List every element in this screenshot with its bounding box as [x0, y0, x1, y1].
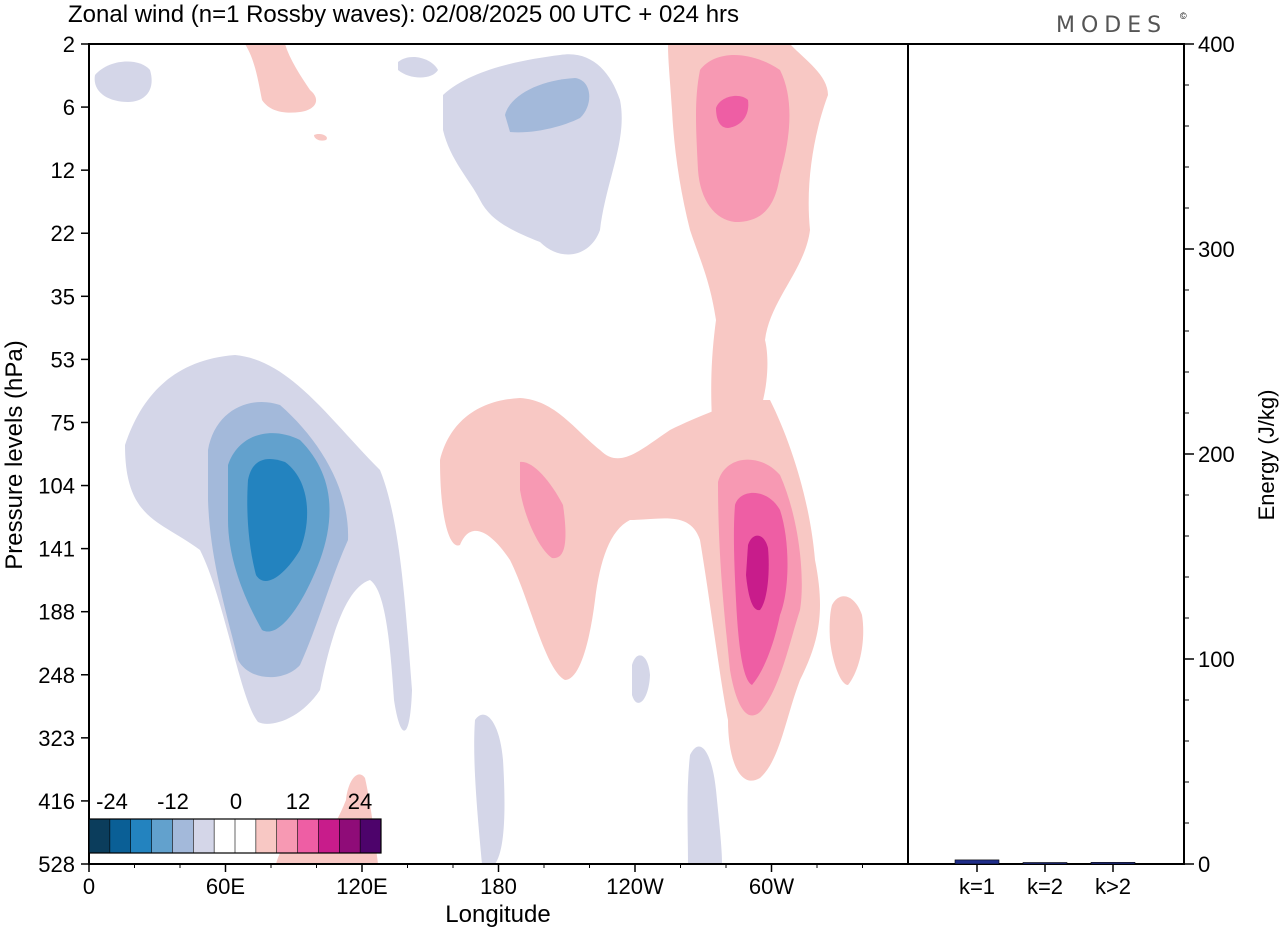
x-axis: 0 60E 120E 180 120W 60W: [83, 864, 863, 899]
y-tick-label: 323: [38, 726, 75, 751]
contour-positive-lower-core: [746, 535, 769, 611]
colorbar-swatch: [255, 819, 278, 853]
energy-bar: [1090, 862, 1136, 865]
colorbar-swatch: [109, 819, 132, 853]
y-tick-label: 6: [63, 95, 75, 120]
y-tick-label: 104: [38, 474, 75, 499]
colorbar: -24 -12 0 12 24: [88, 789, 382, 854]
colorbar-label: 12: [286, 789, 310, 814]
contour-negative-blob-3: [632, 655, 650, 703]
brand-mark: ©: [1180, 11, 1187, 21]
energy-bar: [1022, 862, 1068, 865]
x-axis-label: Longitude: [445, 901, 550, 928]
energy-axis: 0 100 200 300 400: [1184, 32, 1235, 877]
y-axis: 2 6 12 22 35 53 75 104 141 188 248 323 416 528: [38, 32, 89, 877]
y-tick-label: 528: [38, 852, 75, 877]
colorbar-swatch: [89, 819, 111, 853]
y-tick-label: 248: [38, 663, 75, 688]
x-tick-label: 120E: [336, 874, 387, 899]
energy-category-label: k=1: [959, 874, 995, 899]
x-tick-label: 60E: [206, 874, 245, 899]
energy-category-label: k>2: [1095, 874, 1131, 899]
energy-tick-label: 0: [1198, 852, 1210, 877]
contour-negative-blob-2: [398, 56, 438, 78]
y-tick-label: 53: [51, 347, 75, 372]
contour-positive-blob-1: [245, 44, 317, 113]
contour-negative-blob-4: [474, 714, 505, 864]
energy-bar: [954, 859, 1000, 865]
contour-positive-blob-3: [829, 596, 864, 685]
colorbar-label: -12: [157, 789, 189, 814]
energy-axis-label: Energy (J/kg): [1254, 390, 1279, 521]
y-tick-label: 22: [51, 221, 75, 246]
contour-positive-lower-1: [520, 461, 566, 559]
energy-plot-area: k=1 k=2 k>2: [907, 43, 1185, 899]
colorbar-swatch: [360, 819, 382, 853]
colorbar-swatch: [172, 819, 194, 853]
x-tick-label: 0: [83, 874, 95, 899]
y-tick-label: 188: [38, 600, 75, 625]
contour-fills: [94, 44, 864, 864]
y-axis-label: Pressure levels (hPa): [1, 340, 28, 569]
colorbar-swatch: [318, 819, 340, 853]
x-tick-label: 180: [480, 874, 517, 899]
contour-negative-upper-core: [505, 78, 590, 133]
colorbar-swatch: [151, 819, 173, 853]
chart-title: Zonal wind (n=1 Rossby waves): 02/08/202…: [68, 1, 739, 28]
x-tick-label: 60W: [749, 874, 794, 899]
energy-frame: [907, 43, 1185, 865]
y-tick-label: 35: [51, 284, 75, 309]
contour-positive-upper-core: [716, 95, 749, 128]
colorbar-label: 0: [230, 789, 242, 814]
colorbar-swatch: [214, 819, 236, 853]
y-tick-label: 12: [51, 158, 75, 183]
colorbar-swatch: [339, 819, 361, 853]
x-tick-label: 120W: [606, 874, 664, 899]
energy-tick-label: 300: [1198, 237, 1235, 262]
colorbar-swatch: [235, 819, 257, 853]
colorbar-label: -24: [96, 789, 128, 814]
contour-positive-blob-2: [314, 133, 327, 141]
energy-tick-label: 400: [1198, 32, 1235, 57]
contour-negative-lower-core: [247, 459, 308, 581]
brand-logo: MODES: [1056, 13, 1167, 38]
contour-negative-blob-1: [94, 61, 152, 102]
heatmap-plot-area: -24 -12 0 12 24: [88, 43, 909, 865]
y-tick-label: 141: [38, 537, 75, 562]
y-tick-label: 75: [51, 410, 75, 435]
colorbar-swatch: [297, 819, 319, 853]
contour-negative-blob-5: [687, 746, 722, 864]
energy-category-label: k=2: [1027, 874, 1063, 899]
energy-tick-label: 100: [1198, 647, 1235, 672]
contour-positive-upper-1: [696, 55, 790, 222]
colorbar-swatch: [193, 819, 215, 853]
y-tick-label: 416: [38, 789, 75, 814]
energy-tick-label: 200: [1198, 442, 1235, 467]
y-tick-label: 2: [63, 32, 75, 57]
colorbar-label: 24: [348, 789, 372, 814]
colorbar-swatch: [276, 819, 299, 853]
energy-bars: k=1 k=2 k>2: [954, 859, 1136, 899]
colorbar-swatch: [130, 819, 153, 853]
